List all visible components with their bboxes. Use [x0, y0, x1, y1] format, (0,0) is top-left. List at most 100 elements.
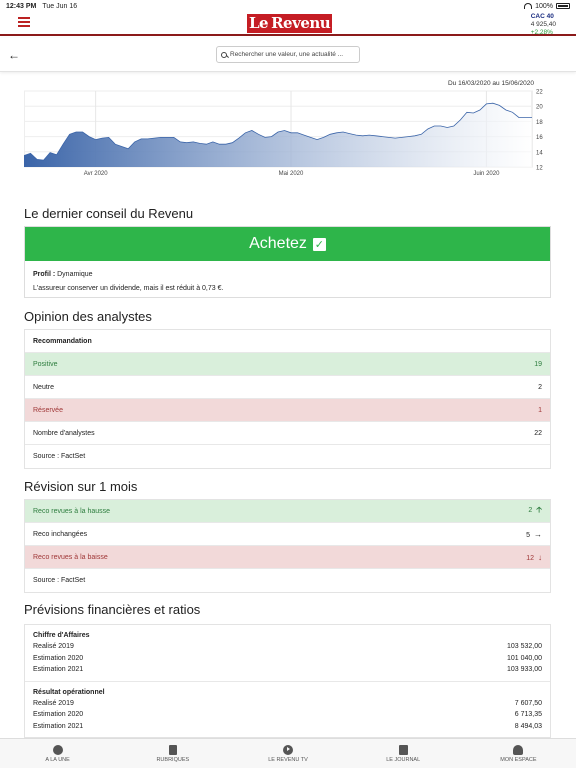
line-label: Realisé 2019 — [33, 699, 74, 707]
analysts-header-label: Recommandation — [33, 337, 92, 345]
wifi-icon — [524, 3, 533, 9]
y-tick-label: 16 — [536, 135, 543, 141]
profile-label: Profil : — [33, 271, 56, 278]
logo-le: Le — [247, 14, 271, 33]
status-right: 100% — [524, 3, 570, 10]
tab-a-la-une[interactable]: A LA UNE — [0, 739, 115, 768]
tab-label: MON ESPACE — [500, 756, 537, 763]
analysts-header: Recommandation — [25, 330, 550, 353]
y-tick-label: 22 — [536, 90, 543, 96]
play-icon — [283, 744, 293, 755]
tab-le-journal[interactable]: LE JOURNAL — [346, 739, 461, 768]
table-source: Source : FactSet — [25, 445, 550, 468]
tab-label: A LA UNE — [45, 756, 70, 763]
tab-le-revenu-tv[interactable]: LE REVENU TV — [230, 739, 345, 768]
group-title: Résultat opérationnel — [33, 688, 105, 696]
check-icon: ✓ — [312, 237, 326, 251]
row-value-number: 5 — [526, 531, 530, 539]
analysts-table: Recommandation Positive 19 Neutre 2 Rése… — [24, 329, 551, 469]
row-value: 2 🡡 — [528, 504, 542, 518]
advice-body: Profil : Dynamique L'assureur conserver … — [25, 261, 550, 303]
list-item: Estimation 2021 103 933,00 — [33, 664, 542, 676]
price-area — [24, 103, 532, 167]
chart-title: Du 16/03/2020 au 15/06/2020 — [447, 80, 534, 87]
index-ticker[interactable]: CAC 40 4 925,40 +2,28% — [531, 13, 556, 37]
advice-title: Le dernier conseil du Revenu — [24, 206, 194, 221]
arrow-right-icon: → — [534, 529, 542, 539]
list-item: Estimation 2020 6 713,35 — [33, 709, 542, 721]
app-header: Le Revenu CAC 40 4 925,40 +2,28% — [0, 12, 576, 36]
index-name: CAC 40 — [530, 13, 554, 20]
index-change: +2,28% — [530, 29, 553, 36]
menu-icon[interactable] — [18, 17, 30, 27]
row-value-number: 2 — [528, 507, 533, 514]
table-source: Source : FactSet — [25, 569, 550, 592]
line-value: 101 040,00 — [506, 654, 542, 662]
arrow-up-icon: 🡡 — [536, 505, 542, 514]
row-label: Reco inchangées — [33, 530, 88, 538]
search-placeholder: Rechercher une valeur, une actualité ... — [230, 51, 344, 58]
advice-verdict: Achetez — [249, 235, 307, 252]
table-row: Nombre d'analystes 22 — [25, 422, 550, 445]
table-row: Neutre 2 — [25, 376, 550, 399]
x-tick-label: Avr 2020 — [84, 171, 109, 177]
list-item: Realisé 2019 103 532,00 — [33, 641, 542, 653]
source-label: Source : FactSet — [33, 453, 86, 460]
analysts-title: Opinion des analystes — [24, 309, 152, 324]
tab-rubriques[interactable]: RUBRIQUES — [115, 739, 230, 768]
y-tick-label: 20 — [536, 105, 543, 111]
user-icon — [513, 744, 524, 755]
logo[interactable]: Le Revenu — [247, 14, 333, 33]
price-line — [24, 102, 532, 161]
line-label: Realisé 2019 — [33, 643, 74, 650]
row-value: 5 → — [526, 530, 542, 539]
status-date: Tue Jun 16 — [42, 2, 78, 10]
newspaper-icon — [398, 744, 408, 755]
y-tick-label: 14 — [536, 150, 543, 156]
row-value: 12 ↓ — [526, 553, 542, 562]
tab-label: LE REVENU TV — [268, 756, 308, 763]
y-tick-label: 12 — [536, 166, 543, 172]
tab-label: RUBRIQUES — [156, 756, 190, 763]
advice-card: Achetez ✓ Profil : Dynamique L'assureur … — [24, 226, 551, 298]
revision-title: Révision sur 1 mois — [24, 479, 138, 494]
back-arrow-icon[interactable]: ← — [8, 48, 20, 62]
nav-bar: ← Rechercher une valeur, une actualité .… — [0, 38, 576, 72]
line-label: Estimation 2021 — [33, 666, 84, 673]
line-value: 103 532,00 — [506, 643, 542, 650]
status-bar: 12:43 PM Tue Jun 16 100% — [0, 0, 576, 12]
status-time: 12:43 PM — [6, 2, 37, 10]
row-label: Positive — [33, 360, 58, 368]
financials-group: Résultat opérationnel Realisé 2019 7 607,… — [25, 682, 550, 738]
row-value: 2 — [538, 383, 542, 391]
advice-text: L'assureur conserver un dividende, mais … — [33, 285, 224, 292]
line-value: 7 607,50 — [514, 699, 542, 707]
row-label: Reco revues à la hausse — [33, 507, 111, 515]
line-value: 103 933,00 — [506, 666, 542, 673]
tab-mon-espace[interactable]: MON ESPACE — [461, 739, 576, 768]
row-value: 1 — [538, 406, 542, 414]
table-row: Réservée 1 — [25, 399, 550, 422]
battery-label: 100% — [535, 2, 553, 10]
financials-table: Chiffre d'Affaires Realisé 2019 103 532,0… — [24, 624, 551, 738]
group-title: Chiffre d'Affaires — [33, 632, 90, 639]
row-label: Reco revues à la baisse — [33, 553, 108, 561]
source-label: Source : FactSet — [33, 577, 86, 584]
battery-icon — [556, 3, 570, 9]
tab-label: LE JOURNAL — [386, 756, 421, 763]
table-row: Reco revues à la baisse 12 ↓ — [25, 546, 550, 569]
price-chart: 12 14 16 18 20 22 Avr 2020 Mai 2020 Juin 2020 — [24, 90, 543, 177]
line-label: Estimation 2020 — [33, 711, 84, 718]
row-label: Nombre d'analystes — [33, 429, 95, 437]
logo-revenu: Revenu — [270, 14, 333, 33]
search-input[interactable]: Rechercher une valeur, une actualité ... — [216, 46, 360, 63]
financials-title: Prévisions financières et ratios — [24, 602, 201, 617]
y-tick-label: 18 — [536, 120, 543, 126]
search-icon — [221, 51, 227, 58]
row-label: Neutre — [33, 383, 55, 391]
financials-group: Chiffre d'Affaires Realisé 2019 103 532,0… — [25, 625, 550, 682]
list-item: Estimation 2021 8 494,03 — [33, 721, 542, 733]
row-value: 19 — [534, 360, 542, 368]
line-value: 6 713,35 — [514, 711, 542, 718]
advice-verdict-banner: Achetez ✓ — [25, 227, 550, 261]
